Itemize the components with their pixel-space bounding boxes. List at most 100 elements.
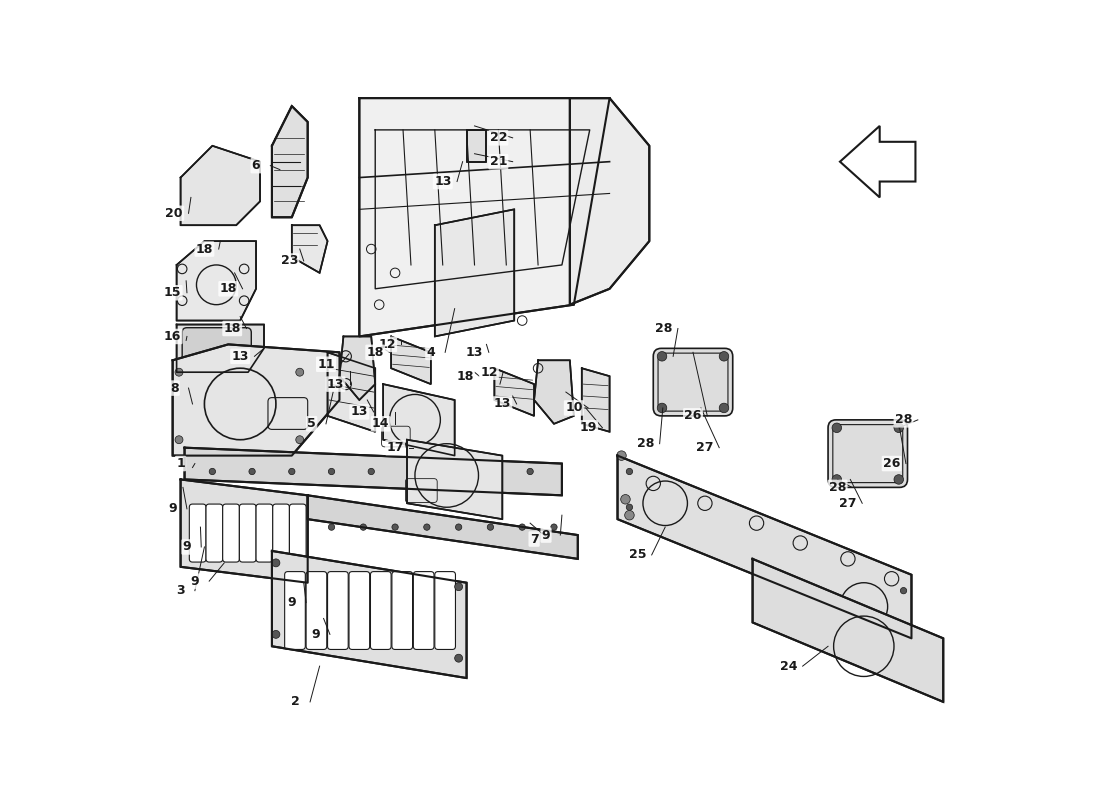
Circle shape <box>368 468 374 474</box>
Circle shape <box>175 436 183 444</box>
Text: 12: 12 <box>480 366 497 378</box>
FancyBboxPatch shape <box>222 504 240 562</box>
Text: 1: 1 <box>176 457 185 470</box>
Text: 17: 17 <box>386 441 404 454</box>
Text: 13: 13 <box>231 350 249 363</box>
Circle shape <box>328 524 334 530</box>
Circle shape <box>249 468 255 474</box>
Circle shape <box>448 468 454 474</box>
Text: 28: 28 <box>829 481 846 494</box>
Circle shape <box>454 582 463 590</box>
Polygon shape <box>494 368 535 416</box>
FancyBboxPatch shape <box>206 504 222 562</box>
Text: 18: 18 <box>223 322 241 335</box>
Polygon shape <box>328 352 375 432</box>
Polygon shape <box>177 241 256 321</box>
Polygon shape <box>752 559 944 702</box>
FancyBboxPatch shape <box>289 504 306 562</box>
Polygon shape <box>180 479 308 582</box>
Circle shape <box>658 403 667 413</box>
Text: 13: 13 <box>465 346 483 359</box>
Text: 7: 7 <box>530 533 539 546</box>
Polygon shape <box>185 448 562 495</box>
Circle shape <box>175 368 183 376</box>
Polygon shape <box>308 495 578 559</box>
Circle shape <box>617 451 626 460</box>
Circle shape <box>894 474 903 484</box>
Text: 8: 8 <box>169 382 178 394</box>
Text: 23: 23 <box>280 254 298 267</box>
Text: 28: 28 <box>654 322 672 335</box>
FancyBboxPatch shape <box>183 328 251 369</box>
Circle shape <box>626 468 632 474</box>
Circle shape <box>296 436 304 444</box>
Polygon shape <box>292 226 328 273</box>
Text: 18: 18 <box>196 242 213 255</box>
FancyBboxPatch shape <box>434 571 455 650</box>
Circle shape <box>719 351 728 361</box>
Circle shape <box>487 524 494 530</box>
Text: 26: 26 <box>684 410 702 422</box>
Text: 4: 4 <box>427 346 436 359</box>
Circle shape <box>894 423 903 433</box>
Text: 10: 10 <box>565 402 583 414</box>
Circle shape <box>527 468 534 474</box>
Polygon shape <box>466 130 486 162</box>
Polygon shape <box>177 325 264 372</box>
Polygon shape <box>360 98 609 337</box>
FancyBboxPatch shape <box>328 571 349 650</box>
Text: 21: 21 <box>490 155 507 168</box>
Text: 9: 9 <box>287 596 296 609</box>
FancyBboxPatch shape <box>828 420 907 487</box>
Polygon shape <box>582 368 609 432</box>
Circle shape <box>272 559 279 567</box>
Text: 14: 14 <box>372 418 389 430</box>
Polygon shape <box>840 126 915 198</box>
Circle shape <box>719 403 728 413</box>
Circle shape <box>296 368 304 376</box>
Polygon shape <box>272 551 466 678</box>
Circle shape <box>900 623 906 630</box>
FancyBboxPatch shape <box>306 571 327 650</box>
Text: 20: 20 <box>165 207 183 220</box>
Text: 9: 9 <box>311 628 320 641</box>
Text: 3: 3 <box>176 584 185 597</box>
Polygon shape <box>272 106 308 218</box>
FancyBboxPatch shape <box>256 504 273 562</box>
Text: 6: 6 <box>252 159 261 172</box>
FancyBboxPatch shape <box>189 504 206 562</box>
Text: 2: 2 <box>292 695 300 708</box>
Circle shape <box>626 504 632 510</box>
FancyBboxPatch shape <box>371 571 392 650</box>
Circle shape <box>454 654 463 662</box>
Text: 19: 19 <box>580 422 597 434</box>
Circle shape <box>900 587 906 594</box>
Polygon shape <box>535 360 574 424</box>
Text: 26: 26 <box>883 457 900 470</box>
Circle shape <box>625 510 635 520</box>
Text: 27: 27 <box>839 497 857 510</box>
Text: 18: 18 <box>366 346 384 359</box>
FancyBboxPatch shape <box>392 571 412 650</box>
Text: 9: 9 <box>190 574 199 588</box>
Text: 13: 13 <box>494 398 512 410</box>
Circle shape <box>209 468 216 474</box>
Text: 15: 15 <box>164 286 182 299</box>
Text: 9: 9 <box>183 541 191 554</box>
Text: 13: 13 <box>434 175 451 188</box>
Text: 18: 18 <box>220 282 236 295</box>
FancyBboxPatch shape <box>653 348 733 416</box>
Text: 11: 11 <box>317 358 334 370</box>
Text: 28: 28 <box>637 437 654 450</box>
Polygon shape <box>340 337 375 400</box>
Text: 28: 28 <box>894 414 912 426</box>
FancyBboxPatch shape <box>414 571 435 650</box>
Polygon shape <box>617 456 912 638</box>
Text: 12: 12 <box>378 338 396 351</box>
Text: 9: 9 <box>541 529 550 542</box>
Text: 13: 13 <box>327 378 344 390</box>
Circle shape <box>408 468 415 474</box>
Text: 22: 22 <box>490 131 507 144</box>
Circle shape <box>487 468 494 474</box>
Circle shape <box>329 468 334 474</box>
